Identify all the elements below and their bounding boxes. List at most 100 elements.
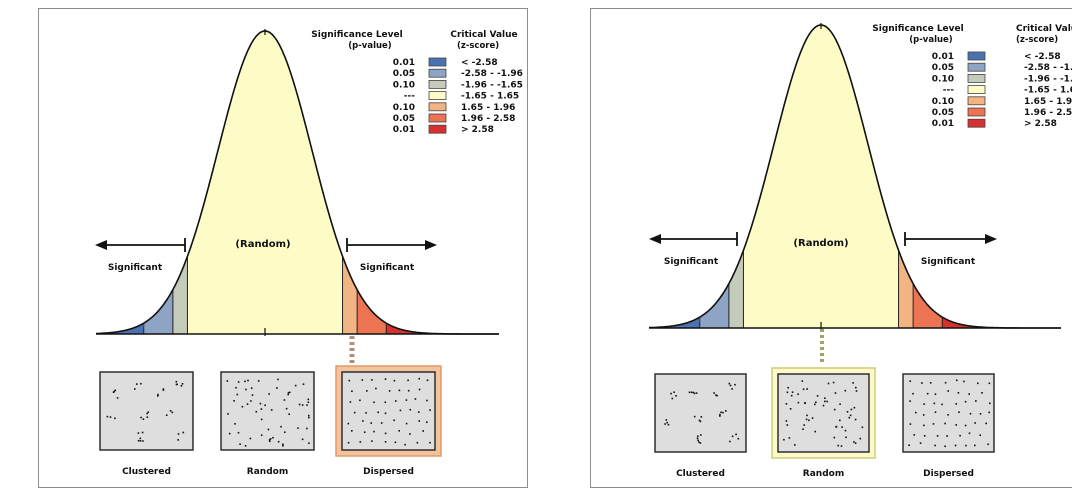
right-significant-label: Significant bbox=[360, 263, 415, 273]
point bbox=[964, 424, 967, 427]
point bbox=[785, 420, 788, 422]
point bbox=[308, 416, 310, 419]
point bbox=[797, 393, 799, 395]
point bbox=[247, 379, 249, 382]
point bbox=[297, 427, 299, 429]
point bbox=[175, 380, 178, 383]
point bbox=[270, 409, 273, 411]
point bbox=[277, 378, 279, 381]
sample-label-clustered: Clustered bbox=[122, 467, 171, 477]
legend-swatch bbox=[967, 96, 986, 106]
point bbox=[814, 430, 816, 433]
point bbox=[844, 389, 847, 392]
left-arrow bbox=[95, 238, 186, 252]
legend-z-value: -2.58 - -1.96 bbox=[1024, 63, 1072, 73]
legend-header-p-line1: Significance Level bbox=[311, 30, 402, 40]
point bbox=[407, 379, 409, 382]
point bbox=[306, 427, 308, 430]
point bbox=[913, 434, 915, 436]
point bbox=[157, 393, 159, 396]
point bbox=[398, 389, 401, 392]
point bbox=[384, 401, 387, 404]
point bbox=[909, 400, 911, 402]
point bbox=[941, 403, 943, 406]
point bbox=[698, 419, 701, 422]
point bbox=[349, 401, 352, 403]
point bbox=[245, 388, 247, 391]
legend-z-value: -1.96 - -1.65 bbox=[1024, 74, 1072, 84]
point bbox=[670, 392, 672, 395]
sample-label-random: Random bbox=[803, 469, 844, 479]
point bbox=[816, 395, 819, 397]
point bbox=[377, 411, 379, 414]
point bbox=[731, 388, 733, 390]
point bbox=[134, 388, 136, 390]
curve-band-2 bbox=[728, 251, 744, 328]
point bbox=[699, 420, 702, 423]
point bbox=[861, 426, 864, 429]
point bbox=[854, 442, 857, 444]
point bbox=[846, 411, 849, 413]
legend-swatch bbox=[428, 57, 447, 67]
legend-header-p-line2: (p-value) bbox=[909, 35, 953, 45]
point bbox=[264, 404, 266, 407]
point bbox=[722, 411, 724, 414]
point bbox=[955, 424, 957, 426]
legend: Significance Level (p-value) Critical Va… bbox=[311, 30, 523, 135]
point bbox=[285, 407, 288, 410]
point bbox=[234, 423, 236, 425]
point bbox=[790, 394, 793, 397]
point bbox=[845, 436, 847, 439]
point bbox=[989, 402, 991, 405]
pattern-box bbox=[902, 373, 995, 453]
point bbox=[373, 430, 375, 433]
curve-band-3 bbox=[187, 31, 343, 334]
point bbox=[915, 411, 917, 414]
point bbox=[697, 439, 699, 442]
legend-p-value: 0.05 bbox=[932, 108, 954, 118]
point bbox=[954, 444, 957, 447]
point bbox=[146, 416, 149, 418]
point bbox=[944, 445, 946, 448]
point bbox=[824, 400, 826, 403]
point bbox=[988, 411, 990, 414]
point bbox=[347, 422, 350, 425]
point bbox=[675, 395, 677, 397]
legend-z-value: 1.65 - 1.96 bbox=[461, 103, 515, 113]
point bbox=[802, 388, 805, 391]
point bbox=[837, 444, 839, 447]
legend-swatch bbox=[967, 85, 986, 94]
legend-header-z-line2: (z-score) bbox=[457, 41, 499, 51]
point bbox=[426, 399, 428, 402]
legend-z-value: -2.58 - -1.96 bbox=[461, 69, 523, 79]
pattern-box bbox=[777, 373, 870, 453]
point bbox=[719, 413, 721, 416]
point bbox=[250, 387, 253, 389]
point bbox=[959, 434, 961, 437]
point bbox=[936, 435, 939, 437]
point bbox=[946, 435, 948, 437]
curve-band-2 bbox=[172, 257, 188, 334]
point bbox=[699, 442, 702, 444]
right-arrow bbox=[346, 238, 437, 252]
point bbox=[348, 379, 351, 382]
point bbox=[363, 431, 366, 433]
point bbox=[934, 444, 936, 447]
point bbox=[171, 411, 174, 414]
point bbox=[393, 419, 395, 422]
point bbox=[268, 439, 271, 441]
point bbox=[226, 380, 229, 382]
legend-p-value: 0.05 bbox=[393, 69, 415, 79]
point bbox=[853, 441, 855, 443]
sample-label-random: Random bbox=[247, 467, 288, 477]
legend-p-value: --- bbox=[404, 92, 415, 102]
point bbox=[979, 413, 982, 415]
point bbox=[353, 411, 356, 414]
point bbox=[422, 430, 424, 432]
point bbox=[933, 402, 936, 405]
legend-p-value: 0.01 bbox=[393, 125, 415, 135]
legend-swatch bbox=[967, 51, 986, 61]
point bbox=[227, 413, 229, 415]
pattern-box bbox=[220, 371, 315, 451]
legend-z-value: 1.96 - 2.58 bbox=[461, 114, 515, 124]
